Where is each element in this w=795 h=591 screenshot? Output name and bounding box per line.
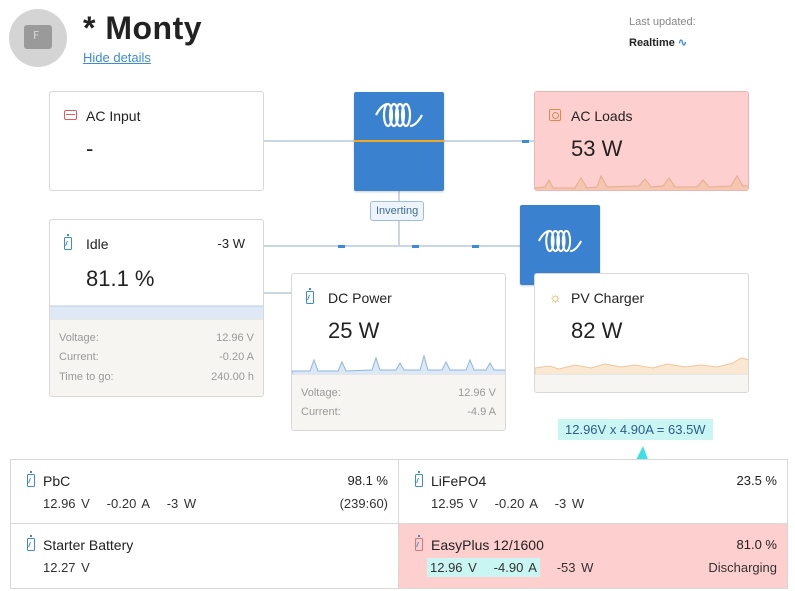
battery-name: PbC [43,473,71,489]
dc-power-sparkline [292,354,505,376]
flow-dot [522,140,529,143]
connector-dc-power [263,292,293,294]
battery-readings: 12.95 V -0.20 A -3 W [431,496,585,511]
ac-loads-card[interactable]: AC Loads 53 W [534,91,749,191]
dc-power-title: DC Power [328,290,392,306]
page-title: * Monty [83,10,203,46]
pv-charger-title: PV Charger [571,290,645,306]
battery-readings: 12.27 V [43,560,90,575]
ac-input-card[interactable]: AC Input - [49,91,264,191]
battery-name: LiFePO4 [431,473,487,489]
battery-row-lifepo4[interactable]: LiFePO4 23.5 % 12.95 V -0.20 A -3 W [399,460,787,524]
battery-name: EasyPlus 12/1600 [431,537,544,553]
dc-power-card[interactable]: DC Power 25 W Voltage: 12.96 V Current: -4… [291,273,506,431]
battery-soc: 98.1 % [347,473,388,488]
hide-details-link[interactable]: Hide details [83,50,151,65]
battery-sparkline [50,305,263,320]
battery-readings: 12.96 V -4.90 A -53 W [427,558,593,577]
connector-acloads [443,140,535,142]
battery-status: Discharging [708,560,777,575]
battery-row-starter[interactable]: Starter Battery 12.27 V [11,524,399,588]
dc-power-value: 25 W [328,318,380,343]
battery-icon [415,535,423,556]
ac-loads-sparkline [535,174,748,190]
inverter-stripe [354,140,444,142]
realtime-wave-icon: ∿ [677,37,688,49]
sun-icon: ☼ [549,289,562,305]
device-avatar [9,9,67,67]
pv-charger-sparkline [535,357,748,376]
battery-details: Voltage: 12.96 V Current: -0.20 A Time to … [50,319,263,396]
last-updated-value: Realtime ∿ [629,36,687,49]
last-updated-text: Realtime [629,37,675,49]
battery-state: Idle [86,236,109,252]
ac-loads-title: AC Loads [571,108,633,124]
flow-dot [338,245,345,248]
battery-power: -3 W [217,236,245,251]
battery-soc: 23.5 % [736,473,777,488]
charger-block[interactable] [520,205,600,285]
battery-ttg-row: Time to go: 240.00 h [59,371,254,383]
loads-icon [549,109,561,124]
battery-extra: (239:60) [339,496,388,511]
battery-soc: 81.0 % [736,537,777,552]
ac-input-title: AC Input [86,108,141,124]
connector-dc-bus [263,245,523,247]
battery-icon [64,234,72,253]
last-updated-label: Last updated: [629,16,696,28]
plug-icon [64,109,77,123]
inverter-state-badge: Inverting [370,201,425,221]
battery-icon [306,288,314,307]
power-calc-annotation: 12.96V x 4.90A = 63.5W [558,419,713,440]
battery-row-easyplus[interactable]: EasyPlus 12/1600 81.0 % 12.96 V -4.90 A … [399,524,787,588]
connector-acin [263,140,355,142]
flow-dot [472,245,479,248]
pv-charger-value: 82 W [571,318,623,343]
battery-current-row: Current: -0.20 A [59,351,254,363]
battery-list: PbC 98.1 % 12.96 V -0.20 A -3 W (239:60)… [10,459,788,589]
victron-logo-icon [537,229,583,253]
battery-readings: 12.96 V -0.20 A -3 W [43,496,197,511]
battery-voltage-row: Voltage: 12.96 V [59,332,254,344]
dc-power-details: Voltage: 12.96 V Current: -4.9 A [292,374,505,430]
battery-icon [415,471,423,492]
battery-icon [27,471,35,492]
battery-name: Starter Battery [43,537,134,553]
battery-card[interactable]: Idle -3 W 81.1 % Voltage: 12.96 V Current… [49,219,264,397]
dc-voltage-row: Voltage: 12.96 V [301,387,496,399]
pv-charger-card[interactable]: ☼ PV Charger 82 W [534,273,749,393]
flow-dot [412,245,419,248]
battery-icon [27,535,35,556]
ac-input-value: - [86,136,94,161]
dc-current-row: Current: -4.9 A [301,406,496,418]
victron-logo-icon [375,102,423,128]
battery-soc: 81.1 % [86,266,155,291]
battery-row-pbc[interactable]: PbC 98.1 % 12.96 V -0.20 A -3 W (239:60) [11,460,399,524]
ac-loads-value: 53 W [571,136,623,161]
pv-charger-footer [535,374,748,392]
inverter-block[interactable] [354,92,444,191]
device-icon [24,25,52,49]
